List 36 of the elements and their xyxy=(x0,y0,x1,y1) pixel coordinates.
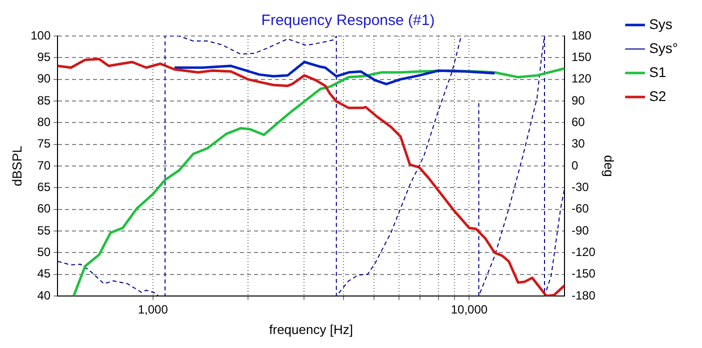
y-tick-label: 90 xyxy=(37,72,51,86)
chart-title: Frequency Response (#1) xyxy=(261,12,435,30)
legend-label: Sys xyxy=(649,16,672,32)
y-tick-label: 70 xyxy=(37,158,51,172)
y2-tick-label: -90 xyxy=(571,223,590,238)
y-tick-label: 75 xyxy=(37,136,51,151)
y-tick-label: 85 xyxy=(37,93,51,108)
y-tick-label: 65 xyxy=(37,180,51,194)
y2-tick-label: -150 xyxy=(571,266,596,281)
y2-tick-label: 90 xyxy=(571,93,586,108)
y-axis-title: dBSPL xyxy=(9,146,24,186)
y-tick-label: 50 xyxy=(37,244,51,259)
y2-tick-label: -60 xyxy=(571,202,590,216)
x-tick-label: 1,000 xyxy=(138,302,168,317)
y-tick-label: 55 xyxy=(37,223,51,238)
y-tick-label: 80 xyxy=(37,114,51,129)
y2-tick-label: 180 xyxy=(571,28,592,42)
y2-tick-label: -120 xyxy=(571,244,596,259)
y-tick-label: 40 xyxy=(37,288,51,302)
y2-tick-label: 150 xyxy=(571,50,592,64)
y2-tick-label: 30 xyxy=(571,136,586,151)
y-tick-label: 95 xyxy=(37,50,51,64)
legend-label: S2 xyxy=(649,88,666,104)
y-tick-label: 100 xyxy=(30,28,51,42)
y-tick-label: 45 xyxy=(37,266,51,281)
y2-tick-label: 120 xyxy=(571,72,592,86)
legend-label: S1 xyxy=(649,64,666,80)
y2-tick-label: 0 xyxy=(571,158,578,172)
y2-tick-label: -30 xyxy=(571,180,590,194)
y-tick-label: 60 xyxy=(37,202,51,216)
y2-tick-label: 60 xyxy=(571,114,586,129)
x-axis-title: frequency [Hz] xyxy=(269,322,353,337)
legend-label: Sys° xyxy=(649,40,678,56)
y2-axis-title: deg xyxy=(602,155,617,177)
y2-tick-label: -180 xyxy=(571,288,596,302)
x-tick-label: 10,000 xyxy=(450,302,488,317)
